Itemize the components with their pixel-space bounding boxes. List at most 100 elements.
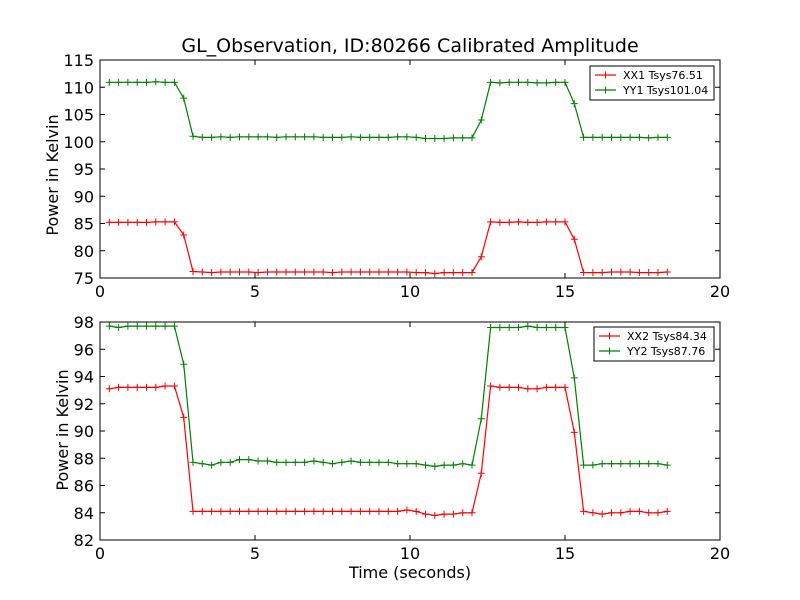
data-point — [459, 460, 467, 468]
y-tick-label: 88 — [74, 449, 94, 468]
data-point — [161, 322, 169, 330]
data-point — [580, 507, 588, 515]
data-point — [254, 457, 262, 465]
data-point — [422, 461, 429, 469]
data-point — [598, 460, 606, 468]
data-point — [366, 133, 374, 141]
data-point — [645, 269, 653, 277]
data-point — [645, 509, 653, 517]
data-point — [505, 323, 513, 331]
data-point — [431, 270, 439, 278]
y-tick-label: 92 — [74, 395, 94, 414]
data-point — [180, 94, 188, 102]
data-point — [412, 269, 420, 277]
data-point — [440, 510, 448, 518]
y-tick-label: 96 — [74, 340, 94, 359]
data-point — [226, 133, 234, 141]
data-point — [115, 78, 123, 86]
data-point — [105, 78, 113, 86]
legend-box — [593, 326, 715, 362]
data-point — [580, 461, 588, 469]
data-point — [496, 218, 504, 226]
data-point — [347, 268, 355, 276]
data-point — [319, 458, 327, 466]
data-point — [170, 78, 178, 86]
x-tick-label: 10 — [400, 282, 420, 301]
data-point — [143, 78, 150, 86]
data-point — [356, 268, 364, 276]
data-point — [124, 383, 132, 391]
data-point — [552, 383, 560, 391]
data-point — [487, 78, 495, 86]
data-point — [282, 133, 290, 141]
data-point — [319, 133, 327, 141]
data-point — [245, 507, 253, 515]
data-point — [663, 133, 671, 141]
y-tick-label: 90 — [74, 187, 94, 206]
data-point — [449, 461, 457, 469]
data-point — [394, 133, 402, 141]
data-point — [329, 507, 336, 515]
data-point — [236, 133, 243, 141]
data-point — [635, 460, 643, 468]
y-tick-label: 95 — [74, 160, 94, 179]
data-point — [449, 269, 457, 277]
x-tick-label: 20 — [710, 282, 730, 301]
y-tick-label: 85 — [74, 215, 94, 234]
data-point — [626, 133, 634, 141]
data-point — [301, 268, 309, 276]
x-tick-label: 5 — [250, 544, 260, 563]
data-point — [245, 456, 253, 464]
data-point — [208, 269, 216, 277]
data-point — [394, 268, 402, 276]
data-point — [338, 507, 346, 515]
y-tick-label: 110 — [63, 78, 94, 97]
legend-marker — [606, 347, 613, 355]
data-point — [347, 507, 355, 515]
data-point — [245, 133, 253, 141]
data-point — [226, 458, 234, 466]
data-point — [273, 268, 281, 276]
data-point — [217, 268, 225, 276]
data-point — [524, 385, 532, 393]
data-point — [431, 462, 439, 470]
data-point — [198, 133, 206, 141]
data-point — [152, 218, 160, 226]
data-point — [654, 133, 662, 141]
data-point — [542, 383, 550, 391]
data-point — [291, 133, 299, 141]
data-point — [598, 269, 606, 277]
y-axis-label-bottom: Power in Kelvin — [53, 369, 72, 490]
data-point — [291, 458, 299, 466]
data-point — [608, 460, 615, 468]
data-point — [198, 268, 206, 276]
data-point — [422, 269, 429, 277]
data-point — [515, 218, 522, 226]
data-point — [487, 382, 495, 390]
data-point — [105, 385, 113, 393]
data-point — [663, 507, 671, 515]
data-point — [133, 78, 141, 86]
data-point — [189, 132, 197, 140]
data-point — [487, 323, 495, 331]
x-tick-label: 20 — [710, 544, 730, 563]
data-point — [189, 507, 197, 515]
data-point — [384, 133, 392, 141]
data-point — [403, 506, 411, 514]
data-point — [329, 269, 336, 277]
x-tick-label: 0 — [95, 282, 105, 301]
data-point — [598, 510, 606, 518]
data-point — [329, 460, 336, 468]
data-point — [338, 133, 346, 141]
data-point — [468, 509, 476, 517]
chart-title: GL_Observation, ID:80266 Calibrated Ampl… — [181, 35, 638, 57]
data-point — [356, 133, 364, 141]
data-point — [375, 268, 383, 276]
data-point — [124, 218, 132, 226]
data-point — [105, 218, 113, 226]
data-point — [282, 507, 290, 515]
data-point — [124, 78, 132, 86]
data-point — [459, 269, 467, 277]
data-point — [133, 218, 141, 226]
data-point — [552, 323, 560, 331]
